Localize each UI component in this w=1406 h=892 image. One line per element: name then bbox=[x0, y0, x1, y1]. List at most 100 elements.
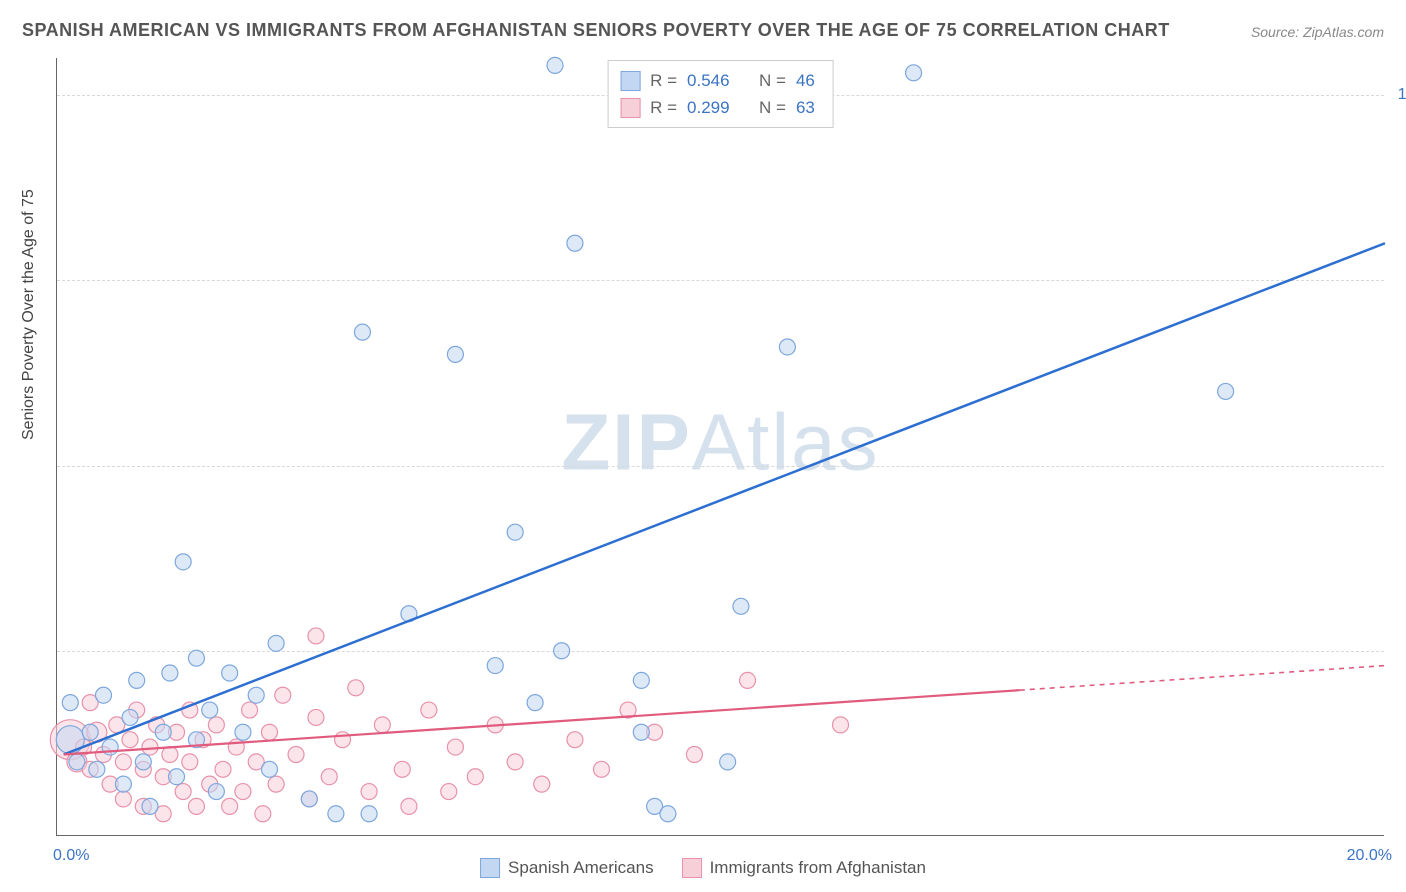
data-point bbox=[401, 798, 417, 814]
r-value-1: 0.299 bbox=[687, 94, 730, 121]
legend-label-1: Immigrants from Afghanistan bbox=[710, 858, 926, 878]
data-point bbox=[222, 665, 238, 681]
data-point bbox=[182, 754, 198, 770]
legend-label-0: Spanish Americans bbox=[508, 858, 654, 878]
trend-line bbox=[64, 243, 1385, 754]
data-point bbox=[235, 724, 251, 740]
scatter-layer bbox=[57, 58, 1384, 835]
plot-area: ZIPAtlas R = 0.546 N = 46 R = 0.299 N = … bbox=[56, 58, 1384, 836]
data-point bbox=[567, 235, 583, 251]
data-point bbox=[733, 598, 749, 614]
data-point bbox=[374, 717, 390, 733]
data-point bbox=[288, 746, 304, 762]
data-point bbox=[115, 791, 131, 807]
data-point bbox=[202, 702, 218, 718]
data-point bbox=[467, 769, 483, 785]
data-point bbox=[633, 672, 649, 688]
data-point bbox=[328, 806, 344, 822]
swatch-series-0 bbox=[620, 71, 640, 91]
y-tick-label: 75.0% bbox=[1392, 271, 1406, 289]
chart-title: SPANISH AMERICAN VS IMMIGRANTS FROM AFGH… bbox=[22, 20, 1170, 41]
data-point bbox=[527, 695, 543, 711]
n-value-0: 46 bbox=[796, 67, 815, 94]
data-point bbox=[447, 346, 463, 362]
data-point bbox=[69, 754, 85, 770]
data-point bbox=[169, 769, 185, 785]
data-point bbox=[720, 754, 736, 770]
data-point bbox=[208, 784, 224, 800]
data-point bbox=[507, 524, 523, 540]
n-label-1: N = bbox=[759, 94, 786, 121]
r-label-1: R = bbox=[650, 94, 677, 121]
y-tick-label: 50.0% bbox=[1392, 457, 1406, 475]
data-point bbox=[354, 324, 370, 340]
data-point bbox=[122, 732, 138, 748]
data-point bbox=[487, 658, 503, 674]
data-point bbox=[215, 761, 231, 777]
data-point bbox=[686, 746, 702, 762]
data-point bbox=[175, 554, 191, 570]
stats-row-1: R = 0.299 N = 63 bbox=[620, 94, 815, 121]
data-point bbox=[115, 754, 131, 770]
data-point bbox=[779, 339, 795, 355]
data-point bbox=[62, 695, 78, 711]
data-point bbox=[162, 665, 178, 681]
n-label-0: N = bbox=[759, 67, 786, 94]
stats-row-0: R = 0.546 N = 46 bbox=[620, 67, 815, 94]
x-tick-1: 20.0% bbox=[1347, 847, 1392, 865]
data-point bbox=[660, 806, 676, 822]
data-point bbox=[89, 761, 105, 777]
trend-line-dashed bbox=[1020, 666, 1385, 691]
data-point bbox=[248, 687, 264, 703]
data-point bbox=[129, 672, 145, 688]
data-point bbox=[447, 739, 463, 755]
data-point bbox=[162, 746, 178, 762]
data-point bbox=[95, 687, 111, 703]
r-label-0: R = bbox=[650, 67, 677, 94]
data-point bbox=[321, 769, 337, 785]
data-point bbox=[268, 776, 284, 792]
data-point bbox=[740, 672, 756, 688]
data-point bbox=[394, 761, 410, 777]
data-point bbox=[421, 702, 437, 718]
data-point bbox=[222, 798, 238, 814]
data-point bbox=[567, 732, 583, 748]
legend-swatch-0 bbox=[480, 858, 500, 878]
y-tick-label: 100.0% bbox=[1392, 86, 1406, 104]
y-axis-title: Seniors Poverty Over the Age of 75 bbox=[20, 189, 38, 440]
data-point bbox=[188, 798, 204, 814]
data-point bbox=[242, 702, 258, 718]
data-point bbox=[56, 726, 84, 754]
data-point bbox=[261, 724, 277, 740]
legend-swatch-1 bbox=[682, 858, 702, 878]
data-point bbox=[188, 650, 204, 666]
legend-item-1: Immigrants from Afghanistan bbox=[682, 858, 926, 878]
data-point bbox=[906, 65, 922, 81]
data-point bbox=[155, 724, 171, 740]
data-point bbox=[261, 761, 277, 777]
n-value-1: 63 bbox=[796, 94, 815, 121]
data-point bbox=[142, 739, 158, 755]
bottom-legend: Spanish Americans Immigrants from Afghan… bbox=[480, 858, 926, 878]
data-point bbox=[255, 806, 271, 822]
data-point bbox=[361, 806, 377, 822]
data-point bbox=[135, 754, 151, 770]
data-point bbox=[833, 717, 849, 733]
data-point bbox=[507, 754, 523, 770]
swatch-series-1 bbox=[620, 98, 640, 118]
legend-item-0: Spanish Americans bbox=[480, 858, 654, 878]
data-point bbox=[441, 784, 457, 800]
data-point bbox=[593, 761, 609, 777]
data-point bbox=[335, 732, 351, 748]
data-point bbox=[633, 724, 649, 740]
y-tick-label: 25.0% bbox=[1392, 642, 1406, 660]
data-point bbox=[308, 709, 324, 725]
data-point bbox=[115, 776, 131, 792]
source-attribution: Source: ZipAtlas.com bbox=[1251, 24, 1384, 40]
data-point bbox=[301, 791, 317, 807]
data-point bbox=[175, 784, 191, 800]
data-point bbox=[308, 628, 324, 644]
data-point bbox=[534, 776, 550, 792]
data-point bbox=[547, 57, 563, 73]
data-point bbox=[235, 784, 251, 800]
